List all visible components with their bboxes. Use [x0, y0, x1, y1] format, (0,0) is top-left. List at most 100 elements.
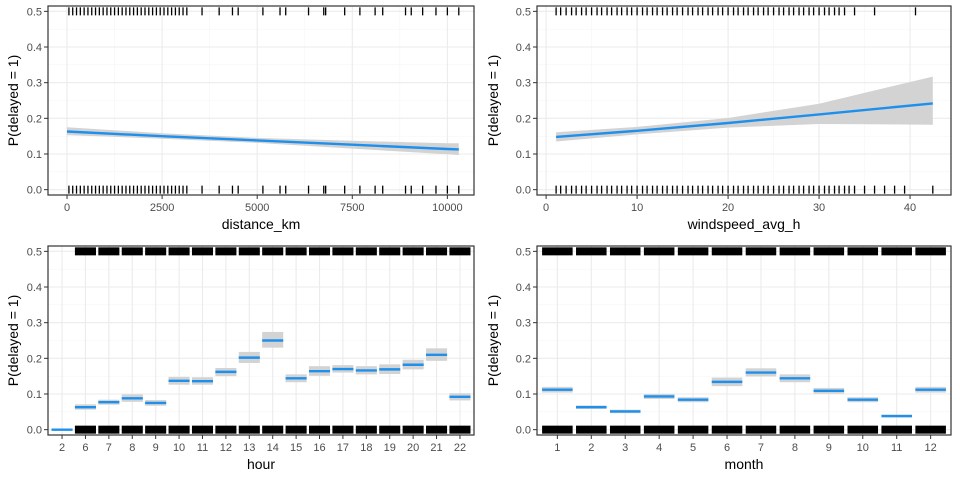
- x-tick-label: 22: [454, 442, 466, 454]
- rug-band-top: [847, 247, 879, 256]
- y-tick-label: 0.5: [27, 246, 42, 258]
- y-tick-label: 0.2: [27, 353, 42, 365]
- rug-band-bottom: [449, 425, 471, 434]
- y-tick-label: 0.1: [516, 149, 531, 161]
- rug-band-top: [745, 247, 777, 256]
- y-tick-label: 0.4: [516, 42, 531, 54]
- x-tick-label: 18: [360, 442, 372, 454]
- x-tick-label: 11: [891, 442, 902, 454]
- x-tick-label: 20: [722, 202, 734, 214]
- x-tick-label: 13: [243, 442, 255, 454]
- rug-band-top: [426, 247, 448, 256]
- rug-band-top: [449, 247, 471, 256]
- plot-area: [533, 5, 952, 199]
- y-tick-label: 0.4: [516, 282, 531, 294]
- effect-lines: [556, 102, 933, 139]
- effect-lines: [66, 130, 459, 151]
- rug-band-top: [779, 247, 811, 256]
- axis-ticks: [533, 10, 911, 199]
- x-tick-label: 1: [554, 442, 560, 454]
- rug-band-bottom: [745, 425, 777, 434]
- rug-band-bottom: [402, 425, 424, 434]
- x-axis-title: month: [725, 456, 764, 472]
- rug-band-top: [238, 247, 260, 256]
- rug-band-top: [881, 247, 912, 256]
- y-tick-label: 0.3: [27, 78, 42, 90]
- x-tick-label: 16: [313, 442, 325, 454]
- x-axis-title: windspeed_avg_h: [687, 216, 801, 232]
- y-tick-label: 0.5: [516, 246, 531, 258]
- rug-band-bottom: [576, 425, 607, 434]
- plot-area: [44, 5, 475, 199]
- rug-band-top: [98, 247, 120, 256]
- rug-band-bottom: [262, 425, 284, 434]
- axis-ticks: [44, 10, 448, 199]
- rug-band-top: [402, 247, 424, 256]
- x-tick-label: 2500: [150, 202, 174, 214]
- plot-area: [44, 245, 475, 439]
- y-tick-label: 0.0: [516, 425, 531, 437]
- y-tick-label: 0.0: [27, 425, 42, 437]
- rug-band-top: [121, 247, 143, 256]
- rug-marks: [68, 7, 460, 194]
- x-tick-label: 21: [430, 442, 442, 454]
- x-tick-label: 7500: [340, 202, 364, 214]
- panel-month: 0.0 0.1 0.2 0.3 0.4 0.5 1 2 3 4 5 6 7 8 …: [485, 245, 952, 472]
- y-tick-label: 0.1: [27, 149, 42, 161]
- rug-band-bottom: [145, 425, 167, 434]
- rug-marks: [542, 247, 946, 434]
- rug-band-bottom: [215, 425, 237, 434]
- x-tick-label: 6: [724, 442, 730, 454]
- x-tick-label: 6: [82, 442, 88, 454]
- x-tick-label: 5000: [245, 202, 269, 214]
- y-tick-label: 0.3: [27, 318, 42, 330]
- x-tick-label: 5: [690, 442, 696, 454]
- rug-band-top: [285, 247, 307, 256]
- x-tick-label: 17: [337, 442, 349, 454]
- y-tick-label: 0.3: [516, 318, 531, 330]
- rug-band-top: [74, 247, 96, 256]
- x-tick-label: 2: [588, 442, 594, 454]
- y-tick-label: 0.4: [27, 42, 42, 54]
- panel-windspeed: 0.0 0.1 0.2 0.3 0.4 0.5 0 10 20 30 40 wi…: [485, 5, 952, 232]
- rug-band-bottom: [915, 425, 946, 434]
- axis-ticks: [533, 250, 932, 439]
- rug-band-top: [711, 247, 743, 256]
- y-axis-title: P(delayed = 1): [5, 295, 21, 386]
- y-tick-labels: 0.0 0.1 0.2 0.3 0.4 0.5: [27, 246, 42, 436]
- rug-band-bottom: [643, 425, 675, 434]
- x-tick-label: 40: [904, 202, 916, 214]
- panel-border: [47, 245, 475, 436]
- y-axis-title: P(delayed = 1): [5, 55, 21, 146]
- x-tick-label: 0: [64, 202, 70, 214]
- rug-band-bottom: [98, 425, 120, 434]
- x-tick-labels: 0 2500 5000 7500 10000: [64, 202, 463, 214]
- y-axis-title: P(delayed = 1): [485, 55, 501, 146]
- rug-band-top: [576, 247, 607, 256]
- x-tick-label: 0: [543, 202, 549, 214]
- y-tick-label: 0.1: [27, 389, 42, 401]
- x-tick-label: 15: [290, 442, 302, 454]
- y-tick-label: 0.2: [516, 113, 531, 125]
- rug-band-top: [191, 247, 214, 256]
- x-tick-label: 14: [267, 442, 279, 454]
- rug-band-top: [609, 247, 641, 256]
- rug-band-bottom: [121, 425, 143, 434]
- rug-marks: [74, 247, 471, 434]
- y-tick-labels: 0.0 0.1 0.2 0.3 0.4 0.5: [27, 6, 42, 196]
- rug-band-bottom: [779, 425, 811, 434]
- y-tick-label: 0.3: [516, 78, 531, 90]
- rug-band-bottom: [285, 425, 307, 434]
- rug-band-top: [308, 247, 331, 256]
- x-tick-label: 10000: [432, 202, 463, 214]
- x-tick-label: 9: [826, 442, 832, 454]
- y-tick-label: 0.0: [516, 185, 531, 197]
- y-tick-label: 0.5: [27, 6, 42, 18]
- x-tick-labels: 0 10 20 30 40: [543, 202, 916, 214]
- rug-band-top: [262, 247, 284, 256]
- minor-gridlines: [537, 268, 951, 413]
- rug-band-top: [915, 247, 946, 256]
- panel-distance: 0.0 0.1 0.2 0.3 0.4 0.5 0 2500 5000 7500…: [5, 5, 475, 232]
